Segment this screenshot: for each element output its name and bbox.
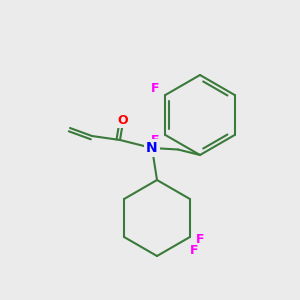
Text: O: O — [118, 113, 128, 127]
Text: N: N — [146, 141, 158, 155]
Text: F: F — [151, 134, 159, 148]
Text: F: F — [196, 232, 204, 245]
Text: F: F — [151, 82, 159, 95]
Text: F: F — [190, 244, 198, 256]
